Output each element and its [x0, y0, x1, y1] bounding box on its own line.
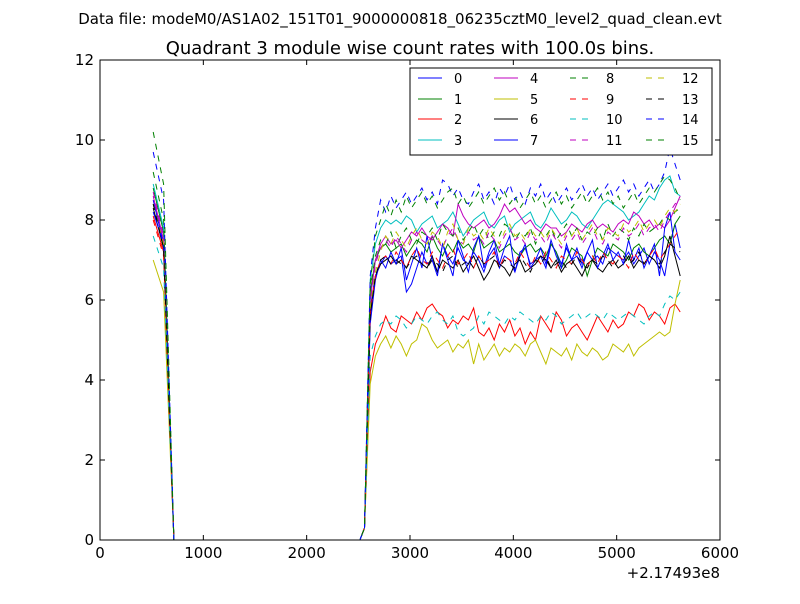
series-line-15 — [152, 131, 681, 540]
series-line-7 — [152, 211, 681, 540]
series-line-13 — [152, 203, 681, 540]
legend-label-15: 15 — [682, 134, 699, 149]
series-line-12 — [152, 203, 681, 540]
legend-label-1: 1 — [454, 93, 462, 108]
y-tick-label: 12 — [75, 51, 94, 69]
x-tick-label: 6000 — [701, 544, 739, 562]
legend-label-14: 14 — [682, 113, 699, 128]
y-tick-label: 0 — [84, 531, 94, 549]
legend-label-0: 0 — [454, 72, 462, 87]
series-line-2 — [152, 215, 681, 540]
series-line-1 — [152, 187, 681, 540]
series-line-11 — [152, 191, 681, 540]
legend-label-7: 7 — [530, 134, 538, 149]
series-line-8 — [152, 171, 681, 540]
series-line-14 — [152, 146, 681, 540]
chart-title: Quadrant 3 module wise count rates with … — [166, 38, 655, 59]
y-tick-label: 4 — [84, 371, 94, 389]
x-tick-label: 3000 — [391, 544, 429, 562]
x-tick-label: 4000 — [494, 544, 532, 562]
series-line-5 — [152, 259, 681, 540]
y-tick-label: 2 — [84, 451, 94, 469]
x-tick-label: 2000 — [288, 544, 326, 562]
datafile-label: Data file: modeM0/AS1A02_151T01_90000008… — [78, 10, 722, 29]
legend-label-5: 5 — [530, 93, 538, 108]
x-tick-label: 1000 — [184, 544, 222, 562]
y-tick-label: 8 — [84, 211, 94, 229]
x-offset-label: +2.17493e8 — [627, 564, 720, 582]
legend-label-4: 4 — [530, 72, 538, 87]
legend-label-6: 6 — [530, 113, 538, 128]
legend-label-8: 8 — [606, 72, 614, 87]
y-tick-label: 6 — [84, 291, 94, 309]
legend-label-3: 3 — [454, 134, 462, 149]
x-tick-label: 5000 — [598, 544, 636, 562]
series-layer — [152, 131, 681, 540]
legend-label-9: 9 — [606, 93, 614, 108]
legend-label-12: 12 — [682, 72, 699, 87]
legend-label-11: 11 — [606, 134, 623, 149]
series-line-10 — [152, 235, 681, 540]
y-tick-label: 10 — [75, 131, 94, 149]
x-tick-label: 0 — [95, 544, 105, 562]
legend-label-13: 13 — [682, 93, 699, 108]
legend-label-2: 2 — [454, 113, 462, 128]
legend-label-10: 10 — [606, 113, 623, 128]
